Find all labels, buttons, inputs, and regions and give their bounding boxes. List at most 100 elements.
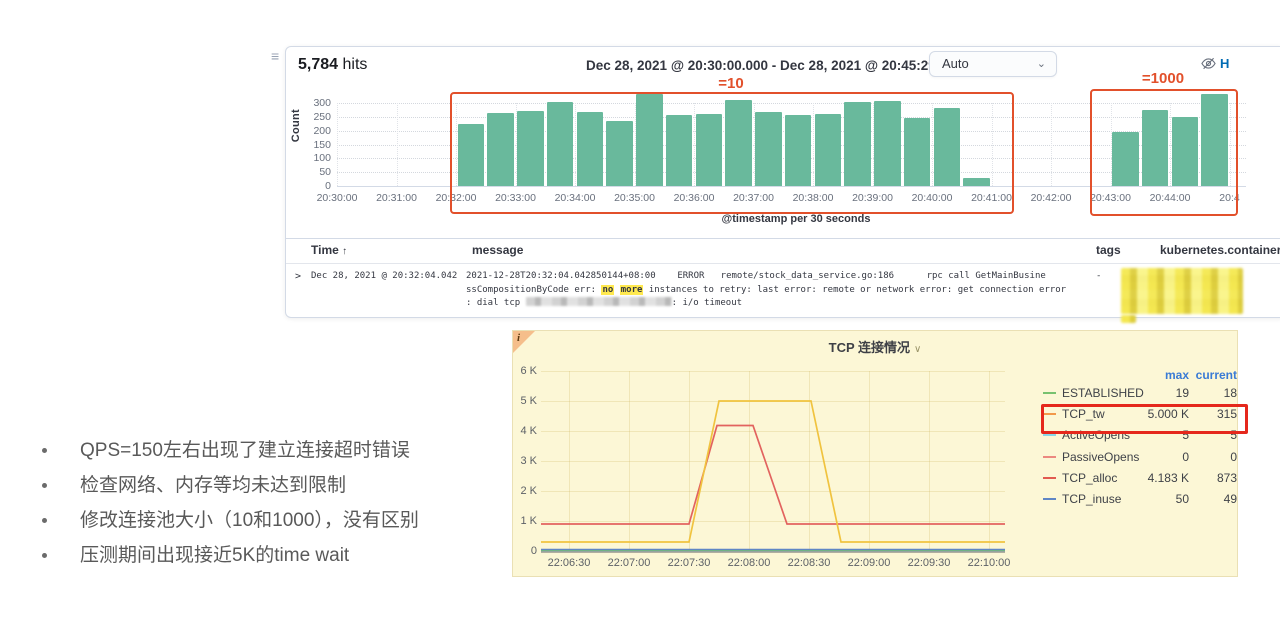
gridline-v — [1229, 103, 1231, 186]
x-tick-label: 20:42:00 — [1030, 192, 1072, 204]
histogram-bar[interactable] — [933, 107, 960, 186]
bullet-item: 修改连接池大小（10和1000），没有区别 — [36, 510, 506, 532]
bullet-dot — [42, 553, 47, 558]
legend-series-name[interactable]: TCP_alloc — [1062, 470, 1118, 485]
bullet-dot — [42, 483, 47, 488]
histogram-bar[interactable] — [487, 112, 514, 186]
gridline-h — [337, 103, 1246, 104]
legend-series-color-dash — [1043, 455, 1056, 458]
histogram-bar[interactable] — [695, 113, 722, 186]
legend-series-name[interactable]: PassiveOpens — [1062, 449, 1140, 464]
table-top-divider — [286, 238, 1280, 239]
bullet-item: 检查网络、内存等均未达到限制 — [36, 475, 506, 497]
histogram-bar[interactable] — [725, 99, 752, 186]
annotation-box-pool1000 — [1090, 89, 1238, 216]
x-tick-label: 20:35:00 — [614, 192, 655, 204]
gridline-v — [809, 371, 810, 551]
legend-series-name[interactable]: ESTABLISHED — [1062, 386, 1144, 400]
column-header-tags[interactable]: tags — [1096, 243, 1121, 257]
gridline-v — [629, 371, 630, 551]
legend-series-color-dash — [1043, 392, 1056, 394]
sort-asc-icon[interactable]: ↑ — [342, 246, 348, 257]
gridline-v — [634, 103, 636, 186]
legend-series-color-dash — [1043, 476, 1056, 479]
row-time-cell: Dec 28, 2021 @ 20:32:04.042 — [311, 271, 458, 281]
expand-row-chevron[interactable]: > — [295, 271, 302, 282]
legend-series-current: 49 — [1223, 492, 1237, 506]
gridline-v — [1170, 103, 1171, 186]
histogram-bar[interactable] — [844, 101, 871, 186]
gridline-h — [541, 521, 1005, 522]
gridline-v — [575, 103, 576, 186]
bullet-item: 压测期间出现接近5K的time wait — [36, 545, 506, 567]
column-header-message[interactable]: message — [472, 243, 524, 257]
histogram-bar[interactable] — [636, 94, 663, 186]
gridline-v — [1051, 103, 1052, 186]
interval-select[interactable]: Auto ⌄ — [929, 51, 1057, 77]
legend-item-TCP_inuse[interactable]: TCP_inuse 50 49 — [1043, 491, 1239, 507]
histogram-bar[interactable] — [814, 113, 841, 186]
legend-series-max: 5.000 K — [1147, 407, 1189, 422]
legend-header-row: max current — [1043, 367, 1239, 383]
bullet-text: 压测期间出现接近5K的time wait — [80, 545, 350, 566]
histogram-bar[interactable] — [517, 110, 544, 186]
panel-title[interactable]: TCP 连接情况 ∨ — [828, 340, 922, 355]
tcp-line-chart: 6 K 5 K 4 K 3 K 2 K 1 K 0 22:06:30 22:07:00 22:07… — [513, 331, 1239, 578]
legend-series-max: 5 — [1182, 428, 1189, 443]
message-text — [614, 285, 619, 295]
histogram-bar[interactable] — [606, 120, 633, 186]
histogram-bar[interactable] — [546, 101, 574, 186]
table-row[interactable]: > Dec 28, 2021 @ 20:32:04.042 2021-12-28… — [286, 268, 1280, 323]
histogram-chart: 0 50 100 150 200 250 300 20:30:00 20:31:00 20:32:… — [286, 47, 1280, 247]
legend-header-max[interactable]: max — [1164, 368, 1189, 382]
histogram-bar[interactable] — [1201, 94, 1228, 186]
legend-series-name[interactable]: TCP_tw — [1062, 407, 1105, 422]
x-tick-label: 20:40:00 — [911, 192, 953, 204]
histogram-bar[interactable] — [576, 111, 603, 186]
hide-chart-button[interactable]: H — [1201, 56, 1229, 71]
gridline-v — [337, 103, 338, 186]
notes-list: QPS=150左右出现了建立连接超时错误 检查网络、内存等均未达到限制 修改连接… — [36, 440, 506, 580]
legend-item-TCP_tw[interactable]: TCP_tw 5.000 K 315 — [1043, 406, 1239, 422]
legend-item-ESTABLISHED[interactable]: ESTABLISHED 19 18 — [1043, 385, 1239, 401]
legend-header-current[interactable]: current — [1195, 368, 1237, 382]
histogram-bar[interactable] — [755, 111, 782, 186]
legend-series-max: 19 — [1175, 386, 1189, 400]
histogram-bar[interactable] — [1141, 109, 1169, 186]
y-tick-label: 0 — [530, 545, 537, 557]
bullet-text: 修改连接池大小（10和1000），没有区别 — [80, 510, 419, 531]
histogram-bar[interactable] — [903, 118, 931, 186]
gridline-v — [396, 103, 398, 186]
legend-item-PassiveOpens[interactable]: PassiveOpens 0 0 — [1043, 449, 1239, 465]
bullet-dot — [42, 448, 47, 453]
legend-series-color-dash — [1043, 434, 1056, 437]
message-text: : i/o timeout — [671, 298, 743, 308]
gridline-v — [813, 103, 814, 186]
gridline-v — [569, 371, 570, 551]
gridline-v — [932, 103, 933, 186]
x-tick-label: 22:10:00 — [967, 557, 1011, 569]
histogram-bar[interactable] — [784, 114, 812, 186]
row-k8s-image-redacted — [1121, 268, 1243, 314]
column-header-k8s-image[interactable]: kubernetes.container.imag — [1160, 243, 1280, 257]
histogram-bar[interactable] — [963, 177, 990, 186]
legend-series-name[interactable]: TCP_inuse — [1062, 492, 1122, 506]
panel-info-corner[interactable] — [513, 331, 535, 353]
annotation-box-tcp-tw — [1041, 404, 1248, 434]
histogram-bar[interactable] — [1112, 132, 1139, 186]
histogram-bar[interactable] — [665, 114, 693, 186]
histogram-bar[interactable] — [1171, 117, 1198, 186]
legend-item-TCP_alloc[interactable]: TCP_alloc 4.183 K 873 — [1043, 470, 1239, 486]
gridline-h — [541, 431, 1005, 432]
drag-handle-icon[interactable]: ≡ — [271, 48, 280, 64]
eye-slash-icon — [1201, 57, 1216, 70]
legend-series-max: 4.183 K — [1147, 470, 1189, 485]
histogram-bar[interactable] — [457, 123, 484, 186]
gridline-h — [541, 461, 1005, 462]
histogram-bar[interactable] — [874, 100, 901, 186]
column-header-time[interactable]: Time ↑ — [311, 243, 348, 257]
x-tick-label: 22:06:30 — [547, 557, 591, 569]
info-icon: i — [517, 332, 521, 344]
y-tick-label: 1 K — [520, 515, 537, 527]
histogram-x-axis-title: @timestamp per 30 seconds — [721, 213, 871, 225]
